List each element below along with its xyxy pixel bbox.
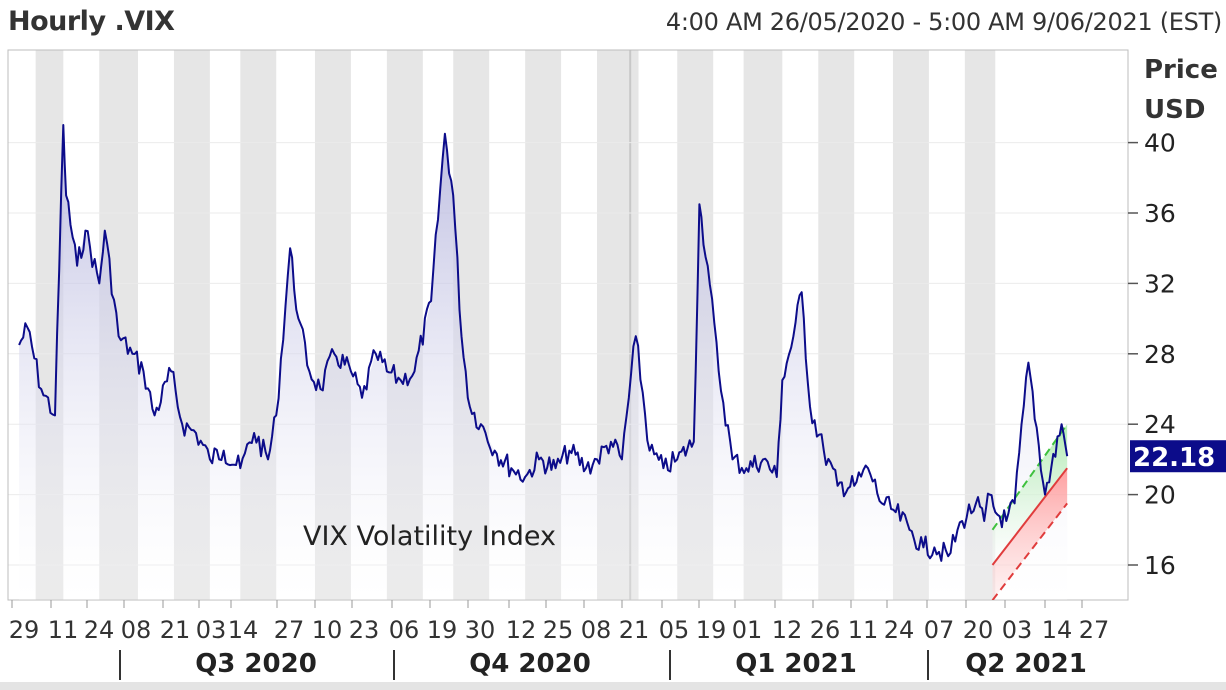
x-tick-label: 24: [884, 616, 915, 644]
channel-upper-fill: [992, 424, 1068, 565]
x-tick-label: 21: [619, 616, 650, 644]
quarter-label: Q1 2021: [735, 649, 857, 679]
x-tick-label: 10: [312, 616, 343, 644]
x-tick-label: 27: [274, 616, 305, 644]
x-tick-label: 01: [732, 616, 763, 644]
y-axis-label: Price: [1144, 55, 1218, 85]
x-tick-label: 06: [389, 616, 420, 644]
x-tick-label: 29: [9, 616, 40, 644]
y-tick-label: 28: [1144, 340, 1176, 369]
date-range-label: 4:00 AM 26/05/2020 - 5:00 AM 9/06/2021 (…: [665, 8, 1222, 36]
quarter-label: Q3 2020: [195, 649, 317, 679]
x-tick-label: 14: [228, 616, 259, 644]
series-line: [18, 124, 1069, 562]
y-tick-label: 20: [1144, 481, 1176, 510]
x-tick-label: 11: [848, 616, 879, 644]
x-tick-label: 21: [160, 616, 191, 644]
x-tick-label: 20: [963, 616, 994, 644]
quarter-label: Q4 2020: [469, 649, 591, 679]
x-tick-label: 25: [543, 616, 574, 644]
x-tick-label: 07: [924, 616, 955, 644]
x-tick-label: 26: [810, 616, 841, 644]
x-tick-label: 23: [349, 616, 380, 644]
x-tick-label: 19: [696, 616, 727, 644]
series-area: [19, 125, 1068, 600]
x-tick-label: 12: [506, 616, 537, 644]
y-tick-label: 40: [1144, 129, 1176, 158]
y-tick-label: 16: [1144, 551, 1176, 580]
x-tick-label: 19: [427, 616, 458, 644]
channel-upper-line: [991, 423, 1068, 531]
x-tick-label: 05: [659, 616, 690, 644]
last-value-label: 22.18: [1133, 443, 1215, 473]
x-tick-label: 14: [1042, 616, 1073, 644]
chart-annotation: VIX Volatility Index: [303, 521, 556, 552]
y-tick-label: 24: [1144, 410, 1176, 439]
x-tick-label: 08: [581, 616, 612, 644]
x-tick-label: 03: [1002, 616, 1033, 644]
x-tick-label: 24: [84, 616, 115, 644]
scroll-band: [0, 682, 1226, 690]
chart-title: Hourly .VIX: [8, 6, 175, 37]
x-tick-label: 30: [465, 616, 496, 644]
channel-lower-line: [991, 502, 1068, 600]
y-tick-label: 36: [1144, 199, 1176, 228]
y-tick-label: 32: [1144, 269, 1176, 298]
y-axis-label: USD: [1144, 95, 1205, 125]
last-value-box: [1130, 440, 1226, 473]
channel-lower-fill: [992, 468, 1068, 600]
x-tick-label: 11: [48, 616, 79, 644]
channel-middle-line: [991, 467, 1068, 566]
x-tick-label: 12: [772, 616, 803, 644]
x-tick-label: 03: [196, 616, 227, 644]
quarter-label: Q2 2021: [965, 649, 1087, 679]
x-tick-label: 27: [1079, 616, 1110, 644]
x-tick-label: 08: [121, 616, 152, 644]
